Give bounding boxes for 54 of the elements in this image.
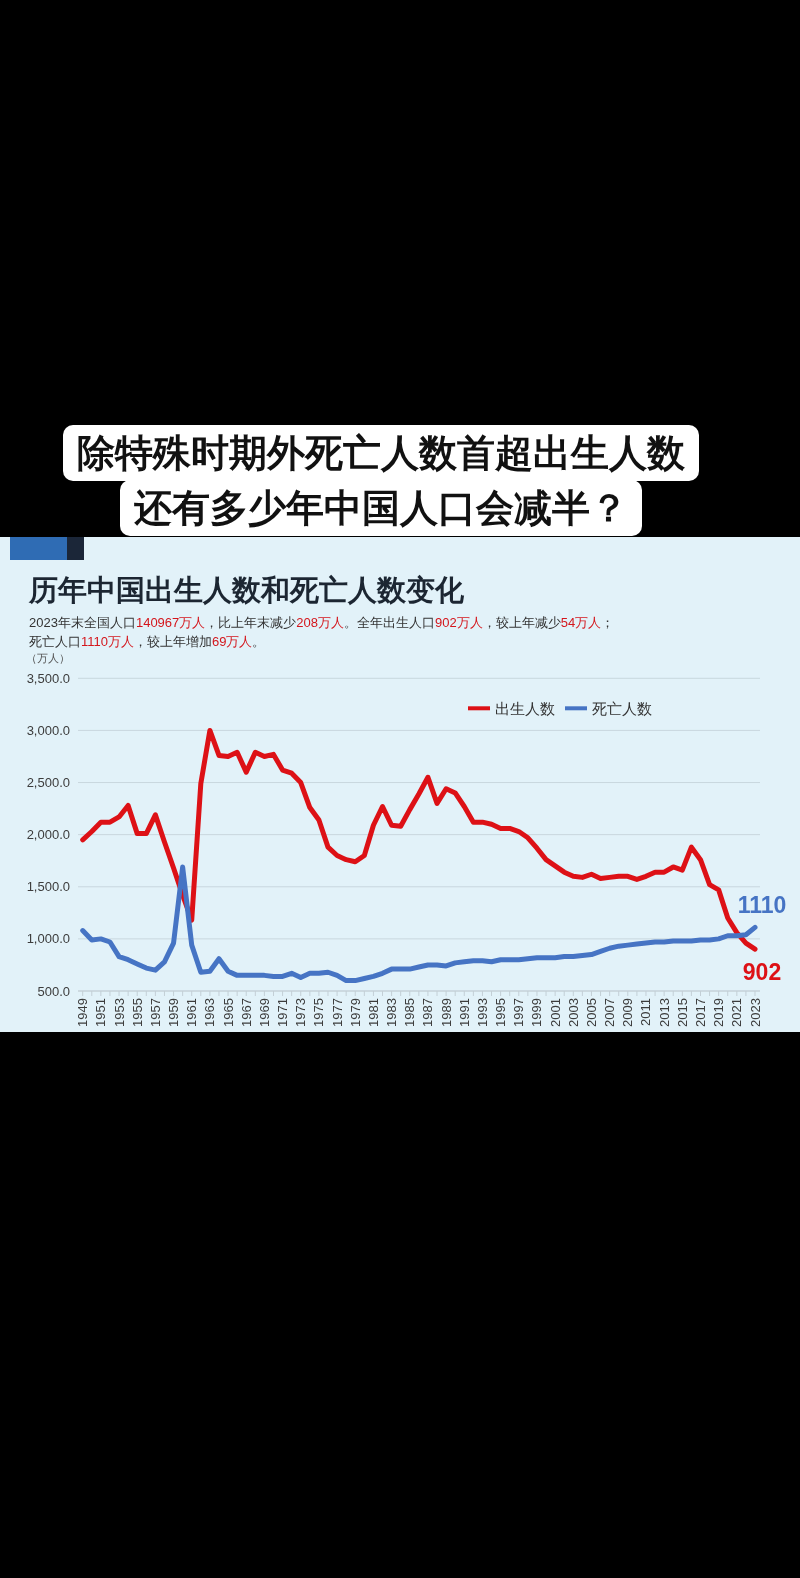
x-tick-label: 1969 — [256, 998, 272, 1027]
x-tick-label: 2007 — [602, 998, 618, 1027]
x-tick-label: 2009 — [620, 998, 636, 1027]
x-tick-label: 1963 — [202, 998, 218, 1027]
x-tick-label: 1959 — [166, 998, 182, 1027]
x-tick-label: 1967 — [238, 998, 254, 1027]
text: 还有多少年中国人口会减半？ — [134, 487, 628, 529]
x-tick-label: 1949 — [75, 998, 91, 1027]
x-tick-label: 1977 — [329, 998, 345, 1027]
y-axis-title: （万人） — [26, 652, 70, 664]
x-tick-label: 1961 — [184, 998, 200, 1027]
x-tick-label: 2017 — [692, 998, 708, 1027]
x-tick-label: 1965 — [220, 998, 236, 1027]
x-tick-label: 2003 — [565, 998, 581, 1027]
x-tick-label: 1975 — [311, 998, 327, 1027]
x-tick-label: 1987 — [420, 998, 436, 1027]
y-tick-label: 500.0 — [37, 983, 70, 999]
x-tick-label: 1983 — [384, 998, 400, 1027]
legend-label: 死亡人数 — [592, 699, 652, 717]
x-tick-label: 1997 — [511, 998, 527, 1027]
x-tick-label: 1999 — [529, 998, 545, 1027]
x-tick-label: 2001 — [547, 998, 563, 1027]
x-tick-label: 1957 — [147, 998, 163, 1027]
x-tick-label: 2023 — [747, 998, 763, 1027]
x-tick-label: 1973 — [293, 998, 309, 1027]
x-tick-label: 1985 — [402, 998, 418, 1027]
x-tick-label: 2013 — [656, 998, 672, 1027]
text: 2023年末全国人口140967万人，比上年末减少208万人。全年出生人口902万人，较上年减少54万人；死亡人口1110万人，较上年增加69万人。 — [29, 615, 615, 649]
x-tick-label: 1955 — [129, 998, 145, 1027]
x-tick-label: 1971 — [275, 998, 291, 1027]
x-tick-label: 2011 — [638, 998, 654, 1026]
x-tick-label: 1979 — [347, 998, 363, 1027]
x-tick-label: 2021 — [729, 998, 745, 1027]
x-tick-label: 2005 — [583, 998, 599, 1027]
x-tick-label: 1989 — [438, 998, 454, 1027]
y-tick-label: 1,000.0 — [26, 931, 70, 947]
x-tick-label: 1995 — [493, 998, 509, 1027]
y-tick-label: 3,000.0 — [26, 722, 70, 738]
data-label: 1110 — [737, 892, 787, 919]
x-tick-label: 1953 — [111, 998, 127, 1027]
text: 除特殊时期外死亡人数首超出生人数 — [77, 432, 686, 474]
y-tick-label: 1,500.0 — [26, 879, 70, 895]
x-tick-label: 1993 — [474, 998, 490, 1027]
x-tick-label: 1991 — [456, 998, 472, 1027]
y-tick-label: 2,500.0 — [26, 775, 70, 791]
legend-label: 出生人数 — [495, 699, 555, 717]
x-tick-label: 1951 — [93, 998, 109, 1027]
data-label: 902 — [742, 959, 782, 986]
chart-title: 历年中国出生人数和死亡人数变化 — [28, 574, 465, 606]
y-tick-label: 2,000.0 — [26, 827, 70, 843]
x-tick-label: 2015 — [674, 998, 690, 1027]
y-tick-label: 3,500.0 — [26, 670, 70, 686]
x-tick-label: 1981 — [365, 998, 381, 1027]
x-tick-label: 2019 — [711, 998, 727, 1027]
